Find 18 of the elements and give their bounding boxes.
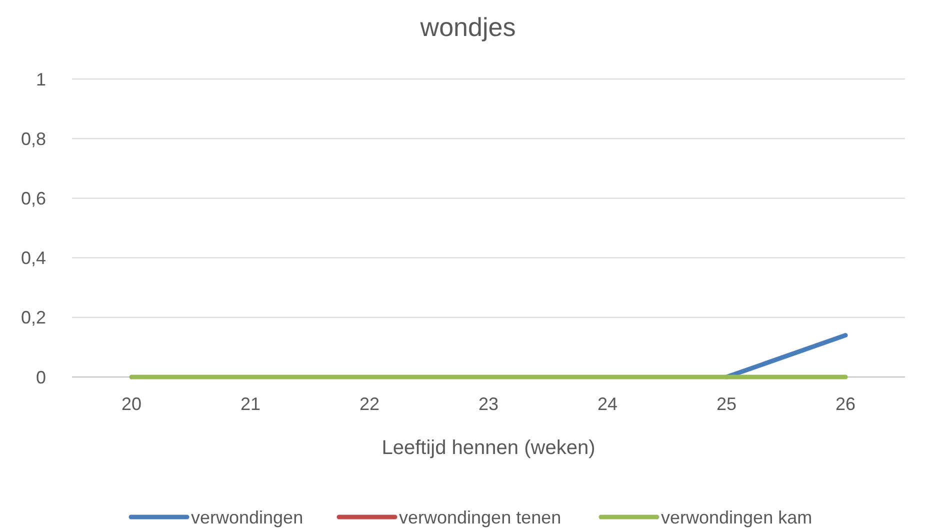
y-tick-label: 0,6 (20, 188, 46, 208)
y-tick-label: 1 (36, 69, 46, 90)
x-tick-label: 21 (240, 394, 261, 414)
x-tick-label: 24 (597, 394, 618, 414)
legend-label: verwondingen kam (661, 507, 812, 528)
x-tick-label: 25 (716, 394, 737, 414)
legend-label: verwondingen tenen (399, 507, 562, 528)
x-tick-label: 22 (359, 394, 380, 414)
y-tick-label: 0 (36, 367, 46, 388)
x-tick-label: 23 (478, 394, 499, 414)
x-tick-label: 26 (835, 394, 856, 414)
x-axis-title: Leeftijd hennen (weken) (382, 437, 596, 459)
legend-label: verwondingen (191, 507, 304, 528)
y-tick-label: 0,2 (20, 308, 46, 328)
y-tick-label: 0,4 (20, 248, 46, 268)
x-tick-label: 20 (121, 394, 142, 414)
chart-title: wondjes (419, 12, 516, 42)
y-tick-label: 0,8 (20, 128, 46, 149)
